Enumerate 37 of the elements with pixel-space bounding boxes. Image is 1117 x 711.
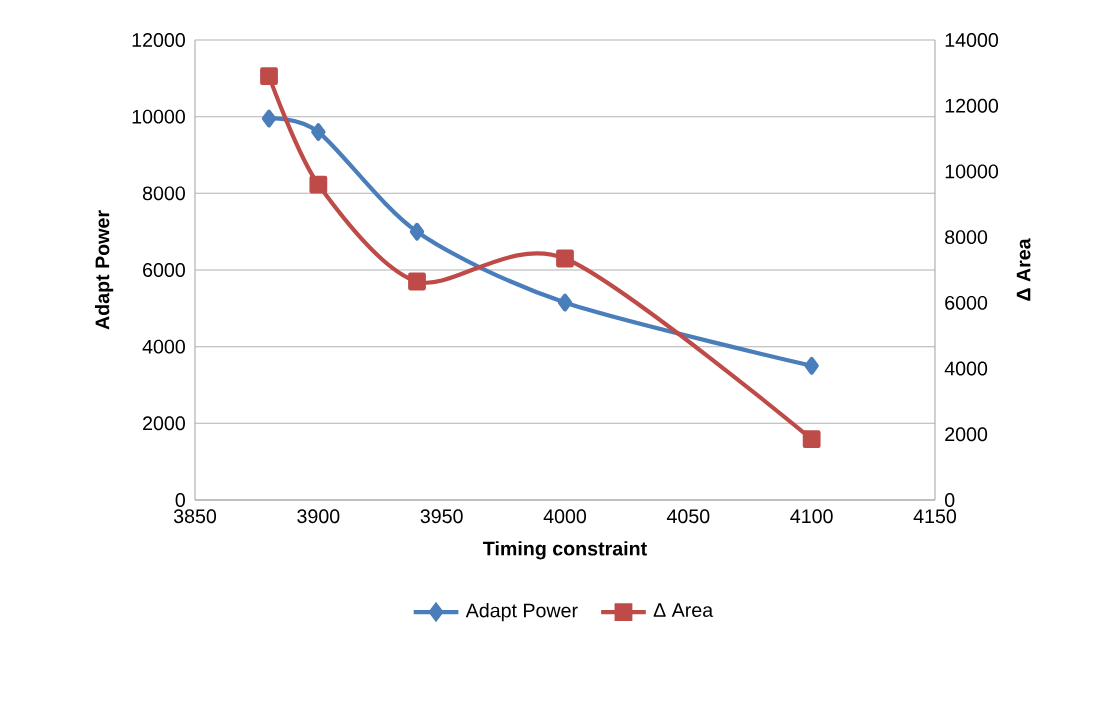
x-tick-label: 3850 — [173, 509, 217, 524]
y-tick-label: 10000 — [132, 109, 185, 124]
y-tick-label: 12000 — [132, 33, 185, 47]
legend-label: Δ Area — [653, 603, 714, 618]
point — [409, 222, 425, 241]
y2-tick-label: 14000 — [945, 33, 999, 47]
y2-tick-label: 6000 — [945, 295, 988, 310]
x-tick-label: 4050 — [666, 509, 710, 524]
y2-tick-label: 8000 — [945, 230, 988, 245]
point — [557, 293, 573, 312]
point — [804, 356, 819, 375]
point — [408, 272, 426, 291]
x-tick-label: 3950 — [420, 509, 463, 524]
x-tick-label: 4100 — [790, 509, 833, 524]
point — [261, 109, 277, 128]
point — [311, 123, 326, 141]
point — [802, 430, 821, 449]
point — [309, 175, 328, 194]
y2-tick-label: 4000 — [944, 361, 988, 376]
x-axis-title: Timing constraint — [483, 541, 647, 560]
x-tick-label: 4000 — [543, 509, 587, 524]
y-tick-label: 4000 — [142, 339, 185, 354]
y-tick-label: 8000 — [142, 186, 185, 201]
y-axis-title: Adapt Power — [94, 210, 114, 330]
y2-tick-label: 10000 — [945, 164, 999, 179]
x-tick-label: 3900 — [297, 509, 340, 524]
y2-tick-label: 2000 — [945, 427, 988, 442]
y-tick-label: 2000 — [143, 416, 185, 431]
point — [260, 67, 278, 86]
point — [556, 249, 574, 268]
y2-tick-label: 12000 — [945, 98, 999, 113]
y-tick-label: 6000 — [143, 263, 185, 277]
y2-axis-title: Δ Area — [1016, 238, 1031, 301]
y2-tick-label: 0 — [945, 493, 955, 507]
y-tick-label: 0 — [175, 493, 185, 507]
legend-label: Adapt Power — [465, 603, 578, 622]
x-tick-label: 4150 — [913, 509, 957, 524]
